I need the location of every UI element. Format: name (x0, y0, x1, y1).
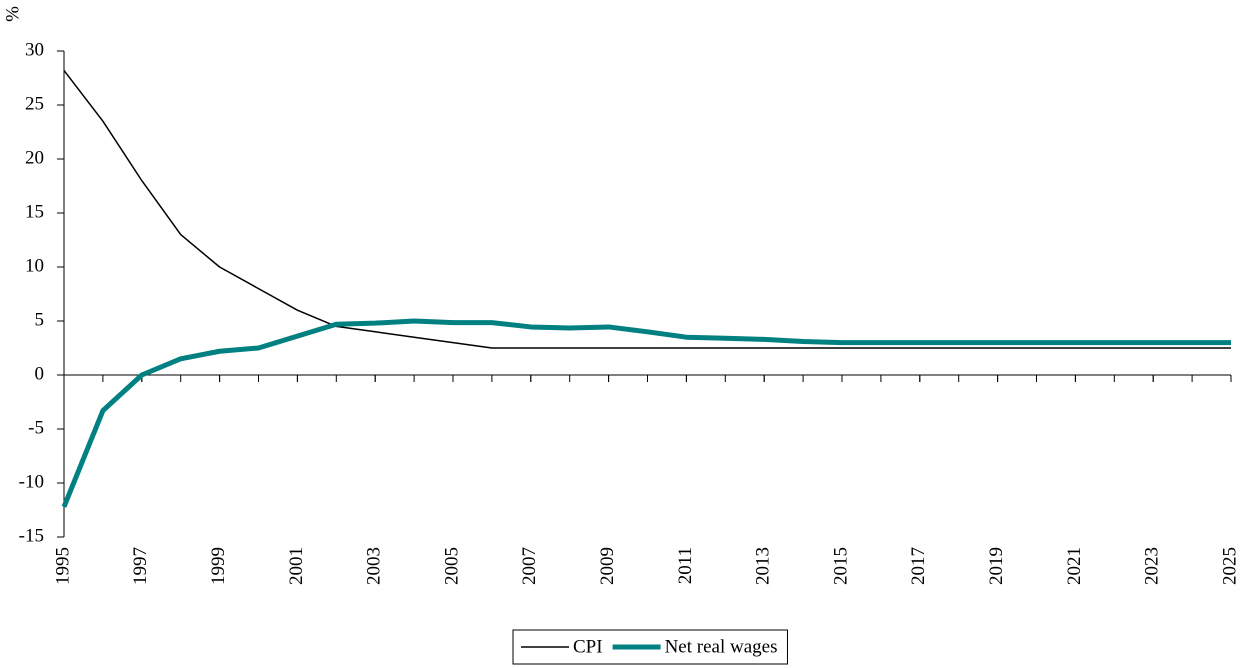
x-tick-label: 1997 (130, 547, 151, 585)
y-tick-label: 20 (25, 147, 44, 168)
legend-label: Net real wages (665, 636, 778, 657)
series-line (63, 69, 1231, 349)
x-tick-label: 2015 (830, 547, 851, 585)
x-tick-label: 2009 (597, 547, 618, 585)
x-tick-label: 2011 (675, 547, 696, 584)
y-tick-label: 30 (25, 39, 44, 60)
x-tick-label: 2005 (441, 547, 462, 585)
series-line (61, 318, 1231, 508)
x-tick-label: 2025 (1219, 547, 1240, 585)
y-tick-label: 10 (25, 255, 44, 276)
y-tick-label: -5 (28, 417, 44, 438)
y-tick-label: 5 (35, 309, 45, 330)
y-axis-label: % (2, 6, 23, 22)
x-tick-label: 2023 (1142, 547, 1163, 585)
legend-label: CPI (573, 636, 603, 657)
y-tick-label: 0 (35, 363, 45, 384)
y-tick-label: -10 (19, 471, 44, 492)
y-tick-label: 25 (25, 93, 44, 114)
x-tick-label: 2001 (286, 547, 307, 585)
x-tick-label: 2013 (753, 547, 774, 585)
x-tick-label: 2007 (519, 547, 540, 585)
y-tick-label: 15 (25, 201, 44, 222)
x-tick-label: 2021 (1064, 547, 1085, 585)
x-tick-label: 1995 (52, 547, 73, 585)
x-tick-label: 2017 (908, 547, 929, 585)
legend: CPI Net real wages (512, 629, 788, 665)
y-tick-label: -15 (19, 525, 44, 546)
x-tick-label: 2003 (364, 547, 385, 585)
x-tick-label: 2019 (986, 547, 1007, 585)
x-tick-label: 1999 (208, 547, 229, 585)
